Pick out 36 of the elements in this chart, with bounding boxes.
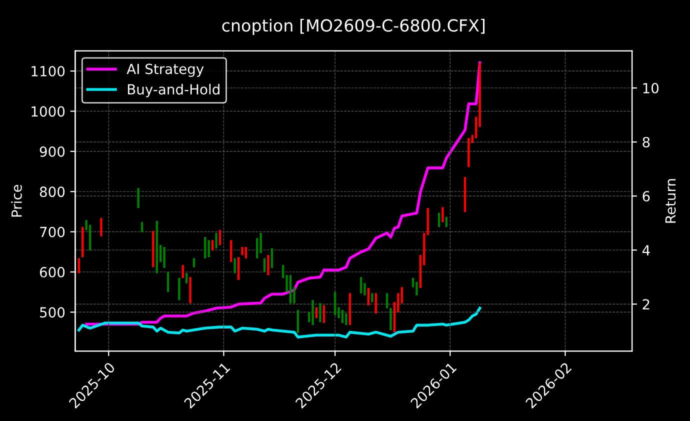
candlestick — [237, 256, 240, 281]
y2-tick-label: 2 — [642, 299, 650, 310]
candlestick — [218, 229, 222, 246]
y-tick-label: 1100 — [32, 66, 65, 77]
candlestick — [270, 248, 274, 269]
candlestick — [386, 292, 388, 309]
y2-axis-title: Return — [665, 179, 676, 223]
y2-tick-label: 10 — [643, 82, 659, 94]
candlestick — [367, 287, 370, 306]
y-tick-label: 600 — [40, 266, 65, 278]
candlestick — [360, 276, 362, 294]
y-tick-label: 800 — [40, 186, 65, 198]
candlestick — [244, 246, 248, 259]
candlestick — [267, 254, 270, 276]
y2-tick-label: 8 — [642, 136, 650, 148]
y-tick-label: 500 — [40, 307, 65, 318]
y-tick-label: 700 — [40, 226, 65, 238]
y2-tick-label: 4 — [642, 245, 650, 256]
candlestick — [263, 258, 266, 273]
candlestick — [296, 309, 300, 334]
y-axis-title: Price — [11, 184, 22, 217]
candlestick — [438, 212, 440, 228]
candlestick — [211, 240, 214, 251]
chart-title: cnoption [MO2609-C-6800.CFX] — [222, 18, 485, 35]
legend-label: Buy-and-Hold — [128, 84, 220, 98]
candlestick — [374, 292, 378, 314]
candlestick — [416, 281, 418, 296]
candlestick — [390, 307, 392, 331]
line-series — [78, 306, 482, 338]
y-tick-label: 900 — [40, 146, 65, 157]
y2-tick-label: 6 — [642, 191, 650, 202]
legend-label: AI Strategy — [126, 64, 204, 77]
y-tick-label: 1000 — [32, 106, 65, 117]
candlestick — [341, 309, 344, 324]
candlestick — [322, 304, 326, 324]
candlestick — [334, 292, 336, 315]
